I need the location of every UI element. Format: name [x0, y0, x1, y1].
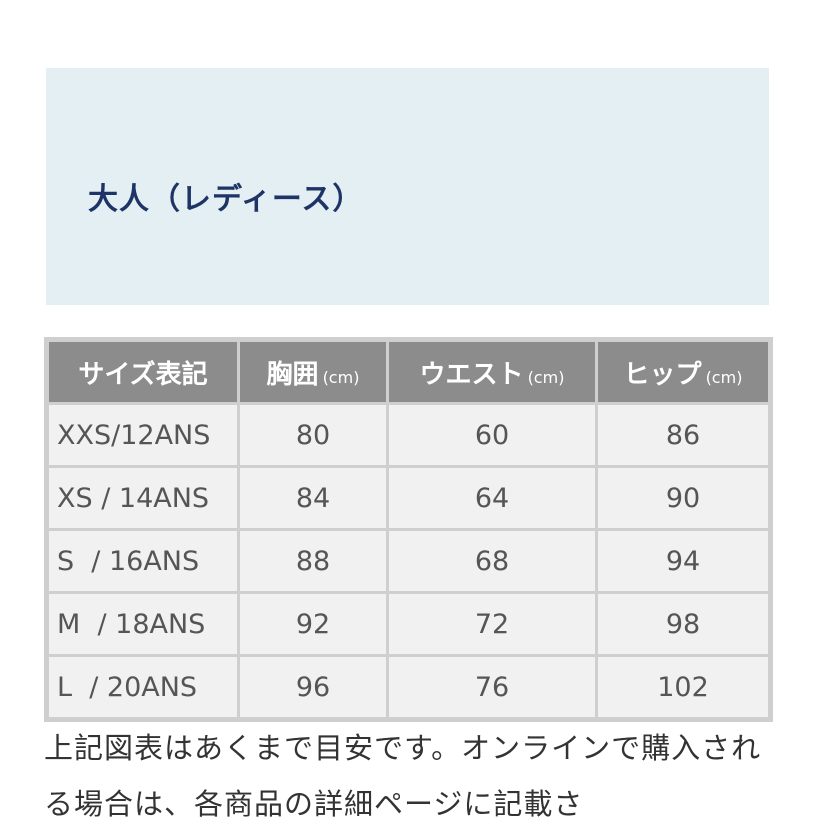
header-unit: (cm): [322, 367, 360, 387]
header-waist: ウエスト (cm): [389, 342, 595, 402]
header-label: 胸囲: [266, 359, 319, 390]
header-size: サイズ表記: [49, 342, 237, 402]
cell-waist: 64: [389, 468, 595, 528]
header-label: ウエスト: [419, 359, 524, 390]
cell-hip: 86: [598, 405, 768, 465]
section-title: 大人（レディース）: [88, 182, 364, 217]
cell-bust: 80: [240, 405, 386, 465]
table-row: M / 18ANS 92 72 98: [49, 594, 768, 654]
header-bust: 胸囲 (cm): [240, 342, 386, 402]
table-row: XXS/12ANS 80 60 86: [49, 405, 768, 465]
cell-waist: 68: [389, 531, 595, 591]
section-banner: 大人（レディース）: [46, 68, 769, 305]
header-unit: (cm): [527, 367, 565, 387]
header-unit: (cm): [705, 367, 743, 387]
size-note-text: 上記図表はあくまで目安です。オンラインで購入される場合は、各商品の詳細ページに記…: [44, 731, 762, 821]
cell-size: L / 20ANS: [49, 657, 237, 717]
cell-waist: 60: [389, 405, 595, 465]
cell-hip: 98: [598, 594, 768, 654]
cell-bust: 88: [240, 531, 386, 591]
cell-hip: 90: [598, 468, 768, 528]
cell-size: M / 18ANS: [49, 594, 237, 654]
table-row: L / 20ANS 96 76 102: [49, 657, 768, 717]
header-label: サイズ表記: [78, 359, 208, 390]
cell-bust: 92: [240, 594, 386, 654]
cell-hip: 102: [598, 657, 768, 717]
table-row: S / 16ANS 88 68 94: [49, 531, 768, 591]
cell-waist: 76: [389, 657, 595, 717]
header-hip: ヒップ (cm): [598, 342, 768, 402]
cell-bust: 84: [240, 468, 386, 528]
table-header-row: サイズ表記 胸囲 (cm) ウエスト (cm) ヒップ (cm): [49, 342, 768, 402]
cell-size: XXS/12ANS: [49, 405, 237, 465]
cell-hip: 94: [598, 531, 768, 591]
table-row: XS / 14ANS 84 64 90: [49, 468, 768, 528]
cell-waist: 72: [389, 594, 595, 654]
cell-size: S / 16ANS: [49, 531, 237, 591]
cell-bust: 96: [240, 657, 386, 717]
header-label: ヒップ: [623, 359, 702, 390]
size-chart-table: サイズ表記 胸囲 (cm) ウエスト (cm) ヒップ (cm) XXS/12ANS 8…: [44, 337, 773, 722]
cell-size: XS / 14ANS: [49, 468, 237, 528]
